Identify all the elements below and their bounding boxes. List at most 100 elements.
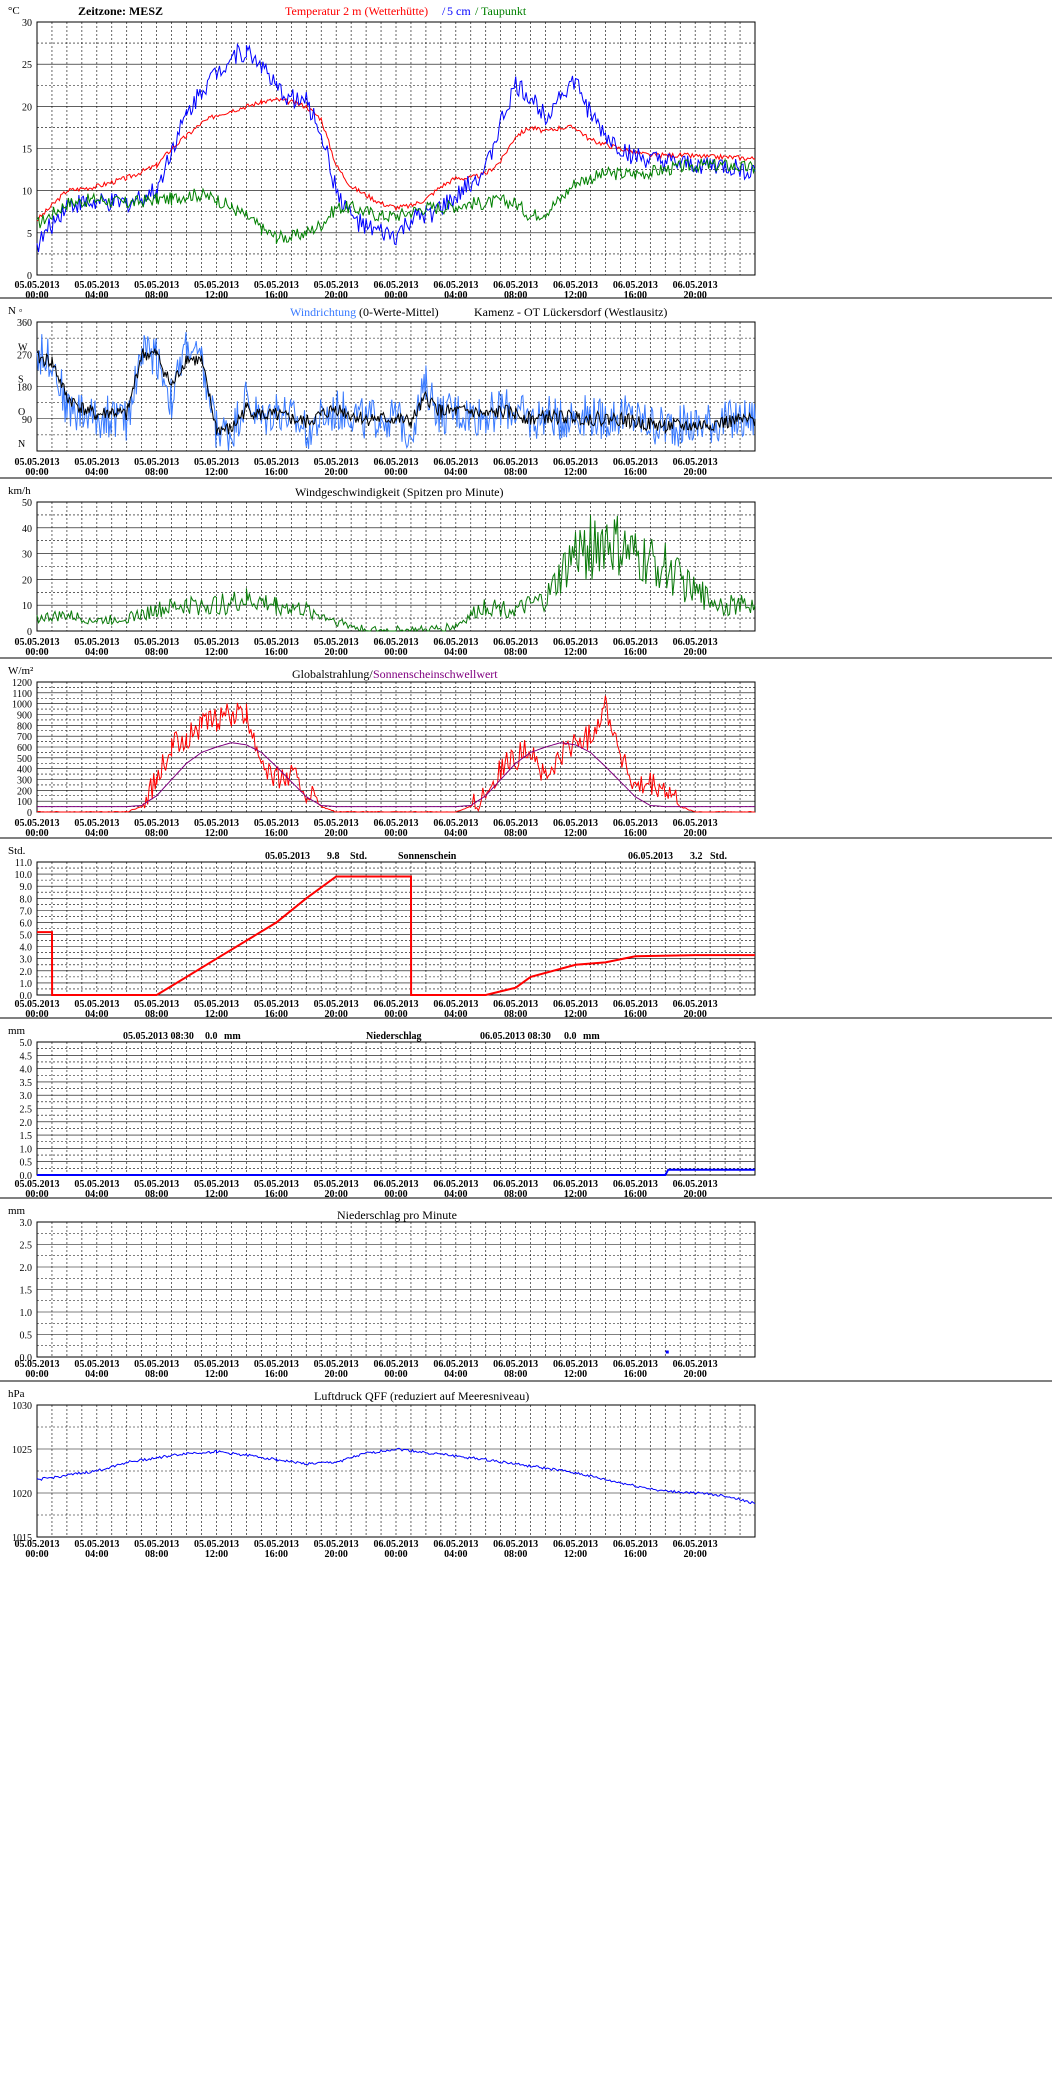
data-point [665,1350,669,1354]
xtick-time: 12:00 [564,1369,587,1380]
xtick-date: 06.05.2013 [553,999,598,1010]
xtick-time: 08:00 [504,467,527,478]
xtick-time: 00:00 [25,1009,48,1020]
xtick-time: 04:00 [85,467,108,478]
series-line [36,158,756,244]
xtick-date: 05.05.2013 [194,457,239,468]
xtick-date: 06.05.2013 [433,1179,478,1190]
xtick-time: 00:00 [25,290,48,301]
xtick-time: 08:00 [145,290,168,301]
xtick-date: 06.05.2013 [374,1539,419,1550]
xtick-date: 06.05.2013 [493,818,538,829]
ytick-label: 1030 [12,1401,32,1412]
xtick-time: 12:00 [205,1369,228,1380]
xtick-time: 08:00 [504,1369,527,1380]
xtick-time: 20:00 [324,467,347,478]
xtick-date: 06.05.2013 [374,818,419,829]
xtick-time: 16:00 [265,1549,288,1560]
ytick-letter: S [18,375,24,386]
series-line [36,348,756,436]
xtick-time: 12:00 [564,467,587,478]
xtick-date: 05.05.2013 [134,1359,179,1370]
panel-radiation: W/m² 010020030040050060070080090010001100… [0,657,1052,839]
panel-header: Zeitzone: MESZ [78,4,163,18]
xtick-date: 05.05.2013 [134,1179,179,1190]
ytick-label: 1.5 [20,1286,33,1297]
ytick-label: 3.0 [20,955,33,966]
xtick-time: 20:00 [683,1549,706,1560]
ytick-label: 9.0 [20,882,33,893]
xtick-date: 06.05.2013 [493,1179,538,1190]
xtick-date: 06.05.2013 [613,999,658,1010]
ytick-label: 1015 [12,1533,32,1544]
xtick-date: 06.05.2013 [613,280,658,291]
ytick-label: 500 [17,754,32,765]
panel-header: 06.05.2013 [628,851,673,862]
xtick-date: 05.05.2013 [314,1359,359,1370]
xtick-date: 05.05.2013 [15,280,60,291]
xtick-date: 06.05.2013 [613,637,658,648]
ytick-label: 20 [22,575,32,586]
xtick-date: 05.05.2013 [254,1359,299,1370]
xtick-date: 06.05.2013 [613,1359,658,1370]
ytick-label: 300 [17,776,32,787]
xtick-time: 16:00 [624,290,647,301]
ytick-label: 0.5 [20,1158,33,1169]
xtick-time: 16:00 [265,1009,288,1020]
xtick-time: 00:00 [25,467,48,478]
xtick-time: 08:00 [145,467,168,478]
grid [37,1222,755,1357]
xtick-date: 05.05.2013 [254,818,299,829]
series-line [36,1447,756,1505]
xtick-time: 12:00 [564,1009,587,1020]
xtick-date: 06.05.2013 [493,1359,538,1370]
ytick-label: 50 [22,498,32,509]
grid [37,1042,755,1175]
xtick-date: 05.05.2013 [74,999,119,1010]
ytick-label: 90 [22,415,32,426]
ytick-label: 270 [17,350,32,361]
panel-header: Temperatur 2 m (Wetterhütte) [285,4,428,18]
xtick-date: 05.05.2013 [15,1179,60,1190]
panel-pressure: hPa101510201025103005.05.201300:0005.05.… [0,1380,1052,1560]
xtick-time: 08:00 [145,828,168,839]
ytick-label: 360 [17,318,32,329]
xtick-time: 12:00 [205,647,228,658]
xtick-date: 05.05.2013 [134,999,179,1010]
panel-wind_speed: km/h0102030405005.05.201300:0005.05.2013… [0,477,1052,658]
xtick-time: 20:00 [683,290,706,301]
xtick-time: 20:00 [683,647,706,658]
xtick-time: 12:00 [564,647,587,658]
panel-header: 9.8 [327,851,340,862]
ytick-label: 900 [17,711,32,722]
